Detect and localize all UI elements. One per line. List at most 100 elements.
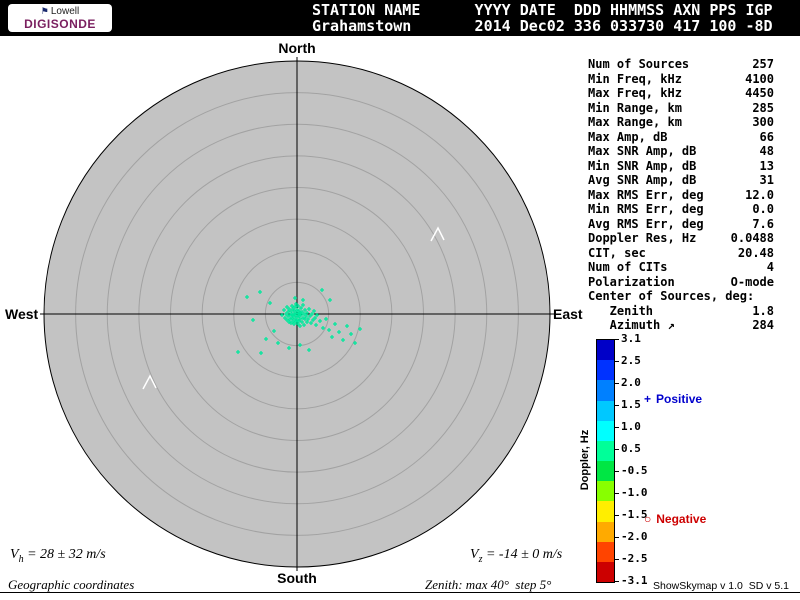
stats-label: Max SNR Amp, dB [588,144,697,158]
stats-row: Doppler Res, Hz 0.0488 [588,231,774,246]
vertical-velocity-readout: Vz = -14 ± 0 m/s [470,547,562,565]
stats-label: Azimuth ↗ [588,318,675,332]
stats-value: O-mode [730,274,774,289]
logo-lowell-line: ⚑ Lowell [12,5,108,18]
source-point [315,313,319,317]
source-point [289,321,293,325]
stats-value: 13 [759,158,774,173]
legend-negative-label: Negative [656,512,707,526]
colorbar-segment [597,420,614,441]
stats-row: Max RMS Err, deg 12.0 [588,188,774,203]
source-point [293,296,297,300]
stats-row: Center of Sources, deg: [588,289,774,304]
colorbar-tick-label: -2.0 [614,530,648,543]
lowell-digisonde-logo: ⚑ Lowell DIGISONDE [8,4,112,32]
source-point [251,318,255,322]
flag-icon: ⚑ [40,6,49,16]
source-point [245,295,249,299]
stats-label: Max RMS Err, deg [588,187,704,202]
vz-subscript: z [478,553,483,565]
horizontal-velocity-readout: Vh = 28 ± 32 m/s [10,547,106,565]
source-point [282,308,286,312]
stats-label: Max Range, km [588,115,682,129]
stats-row: Max Range, km 300 [588,115,774,130]
source-point [318,319,322,323]
source-point [320,288,324,292]
source-point [293,305,297,309]
source-point [268,301,272,305]
source-point [272,329,276,333]
header-column-titles: STATION NAME YYYY DATE DDD HHMMSS AXN PP… [312,1,773,19]
vz-symbol: V [470,547,479,562]
source-point [349,332,353,336]
colorbar-segment [597,360,614,381]
source-point [299,306,303,310]
source-point [301,303,305,307]
source-point [341,338,345,342]
stats-value: 7.6 [752,216,774,231]
compass-north-label: North [278,40,316,56]
source-point [259,351,263,355]
stats-row: Max Freq, kHz 4450 [588,86,774,101]
stats-row: Max Amp, dB 66 [588,130,774,145]
vh-subscript: h [18,553,24,565]
source-point [294,302,298,306]
stats-label: Polarization [588,274,675,289]
source-point [287,307,291,311]
stats-value: 20.48 [737,245,774,260]
stats-label: CIT, sec [588,245,646,260]
colorbar-segment [597,501,614,522]
source-point [236,350,240,354]
source-point [307,307,311,311]
stats-row: Min Freq, kHz 4100 [588,72,774,87]
source-point [307,348,311,352]
stats-row: Zenith 1.8 [588,304,774,319]
stats-label: Min RMS Err, deg [588,202,704,216]
stats-value: 0.0488 [730,231,774,245]
stats-label: Min Freq, kHz [588,71,682,86]
colorbar-tick-label: -1.5 [614,508,648,521]
source-point [298,317,302,321]
colorbar-segment [597,440,614,462]
source-point [310,312,314,316]
colorbar-tick-label: -3.1 [614,574,648,587]
colorbar-segment [597,481,614,502]
doppler-axis-label: Doppler, Hz [579,429,591,491]
source-point [312,309,316,313]
source-point [276,341,280,345]
stats-label: Min SNR Amp, dB [588,158,697,173]
zenith-range-note: Zenith: max 40° step 5° [425,577,552,592]
colorbar-tick-label: 0.5 [614,442,641,455]
source-point [308,314,312,318]
stats-value: 1.8 [752,303,774,318]
plus-marker-icon: + [644,392,652,406]
circle-marker-icon: ○ [644,512,652,526]
stats-row: Azimuth ↗ 284 [588,318,774,333]
logo-lowell-text: Lowell [50,6,80,17]
colorbar-tick-label: 2.5 [614,354,641,367]
source-point [314,323,318,327]
source-point [327,328,331,332]
stats-row: Polarization O-mode [588,275,774,290]
colorbar-tick-label: 2.0 [614,376,641,389]
source-point [324,317,328,321]
colorbar-tick-label: 3.1 [614,332,641,345]
colorbar-tick-label: -0.5 [614,464,648,477]
source-point [305,311,309,315]
source-point [305,320,309,324]
source-point [311,318,315,322]
header-bar: ⚑ Lowell DIGISONDE STATION NAME YYYY DATE… [0,0,800,36]
vz-value: = -14 ± 0 m/s [482,547,563,562]
header-text: STATION NAME YYYY DATE DDD HHMMSS AXN PP… [312,2,773,34]
colorbar-ticks: 3.1 2.5 2.0 1.5 1.0 0.5 -0.5 -1.0 -1.5 -2.0 -2.5 -3… [614,333,663,587]
source-point [304,314,308,318]
stats-value: 0.0 [752,202,774,216]
stats-value: 66 [759,129,774,144]
stats-value: 284 [752,318,774,332]
direction-mark-icon [430,226,445,242]
stats-row: Avg SNR Amp, dB 31 [588,173,774,188]
stats-row: Min RMS Err, deg 0.0 [588,202,774,217]
source-point [291,319,295,323]
compass-east-label: East [553,306,583,322]
